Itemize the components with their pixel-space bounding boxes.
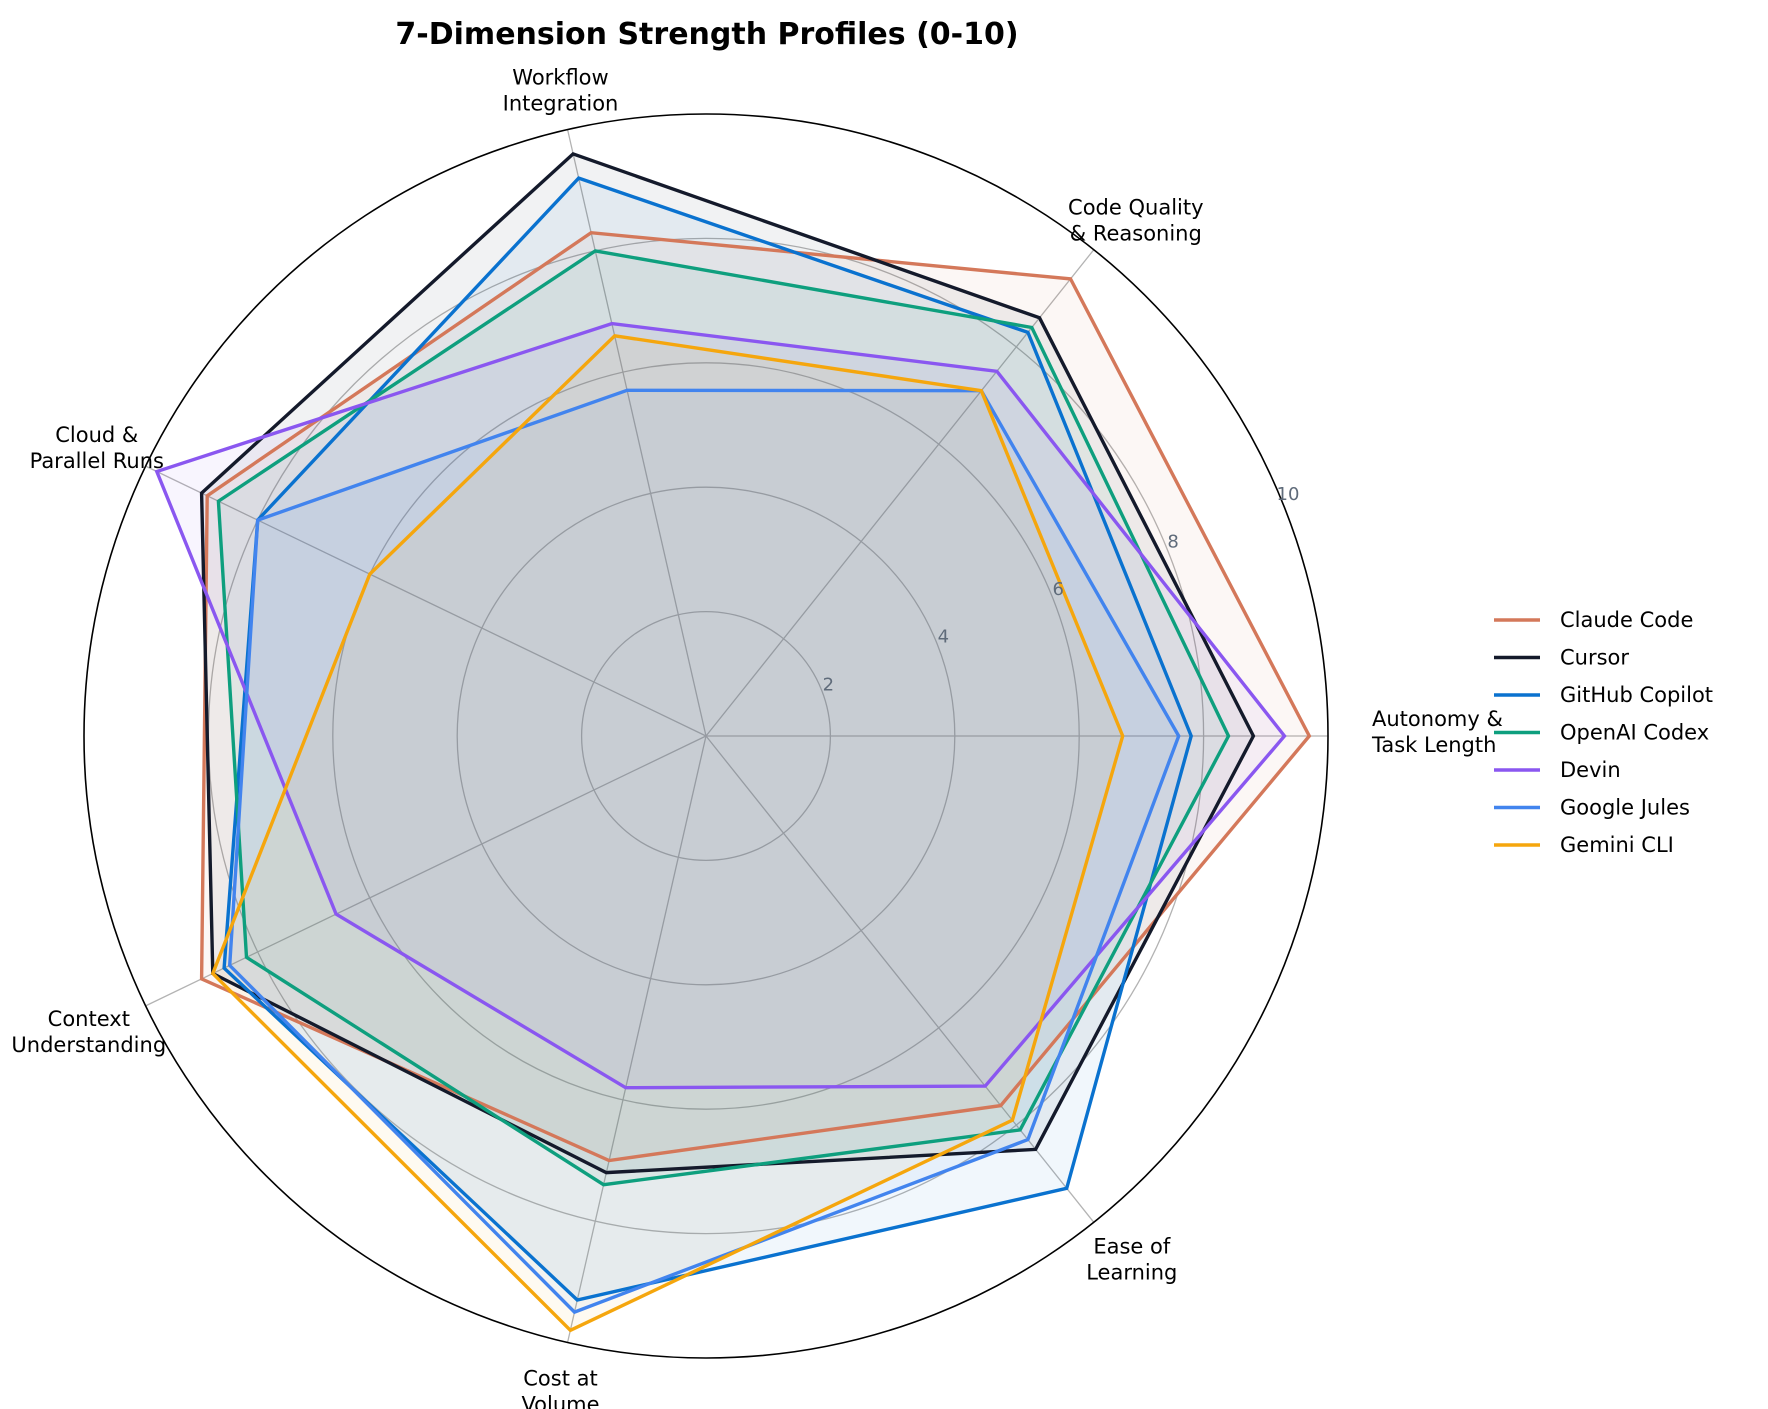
series-fill bbox=[218, 250, 1229, 1185]
series-fill bbox=[156, 323, 1285, 1088]
series-line bbox=[222, 176, 1193, 1302]
series-line bbox=[210, 333, 1125, 1333]
axis-label: Volume bbox=[521, 1393, 599, 1409]
r-tick-label: 8 bbox=[1167, 532, 1178, 553]
series-fill bbox=[224, 178, 1192, 1301]
axis-label: Task Length bbox=[1371, 733, 1496, 757]
series-line bbox=[199, 230, 1312, 1163]
grid-circle bbox=[332, 362, 1080, 1110]
axis-spoke bbox=[705, 249, 1095, 737]
axis-label: & Reasoning bbox=[1070, 222, 1202, 246]
axis-label: Cost at bbox=[523, 1367, 597, 1391]
series-line bbox=[227, 388, 1181, 1315]
legend-label: Google Jules bbox=[1560, 796, 1690, 820]
axis-label: Ease of bbox=[1093, 1234, 1171, 1258]
legend-label: OpenAI Codex bbox=[1560, 721, 1709, 745]
axis-spoke bbox=[145, 735, 707, 1007]
legend-label: Cursor bbox=[1560, 646, 1629, 670]
r-tick-label: 6 bbox=[1052, 579, 1063, 600]
axis-label: Parallel Runs bbox=[30, 449, 164, 473]
series-layer bbox=[154, 151, 1312, 1333]
axis-label: Cloud & bbox=[55, 423, 138, 447]
axis-label: Integration bbox=[503, 91, 619, 115]
legend-label: Gemini CLI bbox=[1560, 833, 1674, 857]
legend-label: GitHub Copilot bbox=[1560, 683, 1713, 707]
r-tick-label: 2 bbox=[823, 674, 834, 695]
series-fill bbox=[201, 232, 1310, 1161]
axis-label: Context bbox=[48, 1007, 130, 1031]
series-line bbox=[216, 249, 1231, 1187]
r-tick-label: 10 bbox=[1277, 484, 1300, 505]
chart-title: 7-Dimension Strength Profiles (0-10) bbox=[395, 17, 1018, 52]
axis-label: Code Quality bbox=[1068, 196, 1203, 220]
legend: Claude Code Cursor GitHub Copilot OpenAI Co… bbox=[1494, 608, 1713, 857]
axis-label: Learning bbox=[1086, 1260, 1177, 1284]
grid-circle bbox=[580, 610, 832, 862]
grid-circle bbox=[456, 486, 956, 986]
axis-labels: 2 4 6 8 10 Autonomy &Task Length Code Quality&… bbox=[11, 65, 1502, 1409]
legend-label: Claude Code bbox=[1560, 608, 1693, 632]
outer-frame bbox=[83, 113, 1329, 1359]
axis-spoke bbox=[705, 735, 1095, 1223]
axis-label: Understanding bbox=[11, 1033, 166, 1057]
series-line bbox=[199, 151, 1256, 1175]
axis-spoke bbox=[566, 735, 707, 1343]
r-tick-label: 4 bbox=[938, 627, 949, 648]
axis-label: Workflow bbox=[512, 65, 608, 89]
series-fill bbox=[229, 390, 1179, 1313]
axis-label: Autonomy & bbox=[1372, 707, 1503, 731]
legend-label: Devin bbox=[1560, 758, 1621, 782]
axis-spoke bbox=[145, 465, 707, 737]
axis-spoke bbox=[566, 129, 707, 737]
